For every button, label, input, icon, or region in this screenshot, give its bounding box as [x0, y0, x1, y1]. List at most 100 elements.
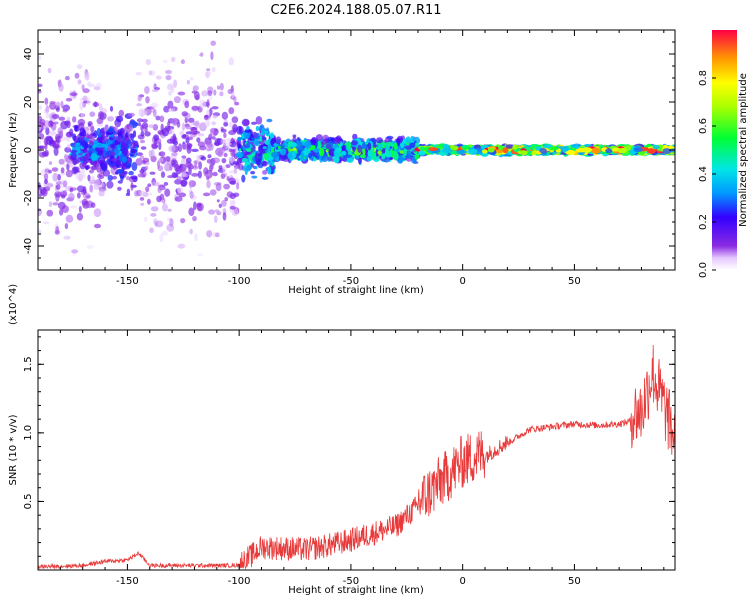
heatmap-cell: [139, 155, 145, 159]
heatmap-cell: [185, 131, 192, 135]
heatmap-cell: [238, 163, 244, 171]
heatmap-cell: [155, 115, 161, 121]
heatmap-cell: [220, 173, 226, 179]
heatmap-cell: [151, 181, 160, 187]
heatmap-cell: [160, 199, 165, 203]
heatmap-cell: [87, 81, 92, 87]
heatmap-cell: [61, 194, 66, 199]
heatmap-cell: [69, 187, 74, 193]
heatmap-cell: [38, 105, 43, 110]
heatmap-cell: [195, 120, 200, 129]
heatmap-cell: [141, 122, 149, 129]
heatmap-cell: [449, 145, 459, 151]
heatmap-cell: [143, 216, 148, 222]
heatmap-cell: [192, 85, 199, 92]
heatmap-cell: [89, 184, 94, 193]
heatmap-cell: [186, 157, 192, 164]
heatmap-cell: [333, 148, 341, 157]
heatmap-cell: [136, 118, 144, 123]
heatmap-cell: [233, 166, 238, 174]
heatmap-cell: [203, 114, 209, 121]
heatmap-cell: [359, 154, 366, 159]
heatmap-cell: [241, 158, 248, 163]
heatmap-cell: [38, 139, 41, 146]
heatmap-cell: [131, 161, 138, 171]
y-tick-label: 0: [23, 147, 34, 153]
heatmap-cell: [221, 199, 227, 207]
x-tick-label: 50: [568, 276, 581, 287]
heatmap-cell: [88, 179, 97, 185]
heatmap-cell: [575, 148, 583, 153]
heatmap-cell: [184, 117, 188, 124]
heatmap-cell: [219, 82, 224, 91]
heatmap-cell: [142, 160, 146, 165]
heatmap-cell: [206, 148, 211, 152]
heatmap-cell: [86, 244, 94, 249]
heatmap-cell: [224, 197, 228, 202]
heatmap-cell: [210, 51, 214, 61]
heatmap-cell: [279, 148, 287, 156]
heatmap-cell: [172, 133, 177, 142]
heatmap-cell: [72, 116, 77, 123]
heatmap-cell: [196, 154, 201, 161]
heatmap-cell: [129, 153, 134, 157]
x-tick-label: -50: [343, 576, 359, 587]
heatmap-cell: [90, 160, 98, 165]
heatmap-cell: [150, 206, 159, 212]
heatmap-cell: [243, 119, 250, 126]
heatmap-cell: [539, 148, 547, 154]
heatmap-cell: [236, 182, 240, 190]
colorbar-label: Normalized spectral amplitude: [738, 73, 749, 227]
spectrogram-panel: -150 -100 -50 0 50 -40 -20 0 20 40 Height of stra…: [8, 29, 676, 296]
heatmap-cell: [125, 163, 132, 169]
heatmap-cell: [60, 120, 68, 130]
heatmap-cell: [410, 135, 414, 142]
heatmap-cell: [151, 143, 156, 148]
y-tick-label: 0.5: [23, 493, 34, 509]
heatmap-cell: [128, 170, 134, 176]
heatmap-cell: [112, 175, 117, 180]
heatmap-cell: [512, 144, 518, 150]
heatmap-cell: [211, 121, 216, 126]
x-tick-label: -50: [343, 276, 359, 287]
x-tick-label: -150: [116, 276, 139, 287]
heatmap-cell: [65, 214, 74, 223]
heatmap-cell: [163, 105, 170, 113]
heatmap-cell: [130, 182, 134, 191]
heatmap-cell: [246, 142, 251, 149]
heatmap-cell: [208, 94, 213, 101]
y-tick-label: 40: [23, 48, 34, 61]
heatmap-cell: [167, 121, 171, 127]
heatmap-cell: [581, 147, 593, 153]
heatmap-cell: [174, 196, 183, 202]
heatmap-cell: [261, 136, 267, 141]
heatmap-cell: [204, 71, 212, 76]
heatmap-cell: [44, 120, 50, 129]
heatmap-cell: [51, 114, 60, 119]
heatmap-cell: [137, 94, 142, 102]
heatmap-cell: [139, 169, 145, 174]
heatmap-cell: [254, 165, 258, 170]
heatmap-cell: [652, 145, 660, 150]
heatmap-cell: [79, 156, 86, 162]
heatmap-cell: [93, 183, 99, 190]
heatmap-cell: [91, 175, 96, 181]
heatmap-cell: [366, 155, 372, 162]
heatmap-cell: [168, 145, 176, 153]
heatmap-cell: [210, 40, 216, 46]
heatmap-cell: [124, 144, 128, 153]
heatmap-cell: [181, 122, 185, 131]
heatmap-cell: [210, 130, 219, 136]
heatmap-cell: [206, 68, 211, 72]
heatmap-cell: [214, 215, 218, 223]
heatmap-cell: [144, 165, 149, 171]
heatmap-cell: [160, 123, 164, 132]
x-tick-label: 0: [459, 276, 465, 287]
y-tick-label: 1.0: [23, 425, 34, 441]
heatmap-cell: [216, 211, 222, 216]
heatmap-cell: [53, 147, 59, 156]
heatmap-cell: [145, 96, 150, 104]
heatmap-cell: [147, 198, 151, 205]
heatmap-cell: [107, 127, 115, 133]
